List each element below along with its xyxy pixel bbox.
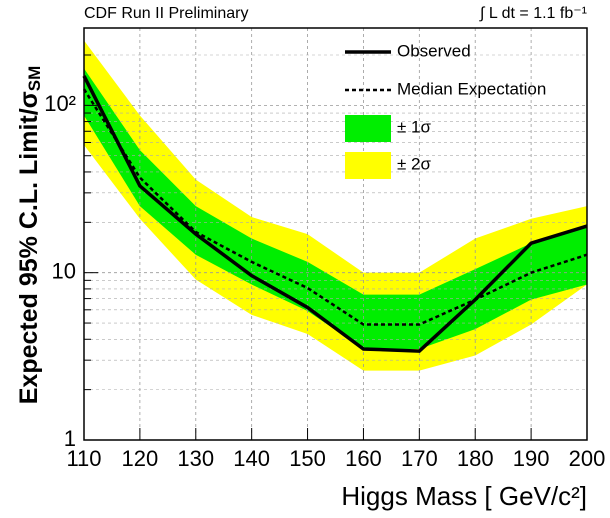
x-tick-label: 130 bbox=[177, 446, 214, 471]
x-tick-label: 110 bbox=[66, 446, 101, 471]
x-axis-label: Higgs Mass [ GeV/c²] bbox=[341, 481, 587, 511]
x-tick-label: 120 bbox=[122, 446, 159, 471]
x-tick-label: 200 bbox=[569, 446, 606, 471]
x-tick-label: 140 bbox=[233, 446, 270, 471]
x-tick-label: 170 bbox=[401, 446, 438, 471]
line bbox=[82, 75, 588, 353]
x-tick-label: 160 bbox=[345, 446, 382, 471]
x-tick-label: 150 bbox=[289, 446, 326, 471]
legend-swatch bbox=[345, 152, 391, 179]
legend-label: Observed bbox=[397, 41, 471, 60]
y-tick-label: 10² bbox=[44, 91, 76, 116]
y-axis-label-main: Expected 95% C.L. Limit/σ bbox=[15, 91, 43, 404]
band bbox=[84, 68, 587, 349]
chart-title: CDF Run II Preliminary bbox=[84, 5, 248, 22]
legend-label: ± 1σ bbox=[397, 117, 432, 136]
legend-label: ± 2σ bbox=[397, 154, 432, 173]
y-axis-label: Expected 95% C.L. Limit/σSM bbox=[15, 66, 45, 405]
x-tick-label: 180 bbox=[457, 446, 494, 471]
plot-frame bbox=[83, 27, 588, 441]
x-tick-label: 190 bbox=[513, 446, 550, 471]
y-axis-label-sub: SM bbox=[25, 66, 44, 92]
legend-label: Median Expectation bbox=[397, 79, 546, 98]
line bbox=[82, 88, 588, 326]
y-tick-label: 10 bbox=[52, 258, 76, 283]
annotation: ∫ L dt = 1.1 fb⁻¹ bbox=[479, 5, 587, 22]
legend-swatch bbox=[345, 115, 391, 142]
y-tick-label: 1 bbox=[64, 426, 76, 451]
